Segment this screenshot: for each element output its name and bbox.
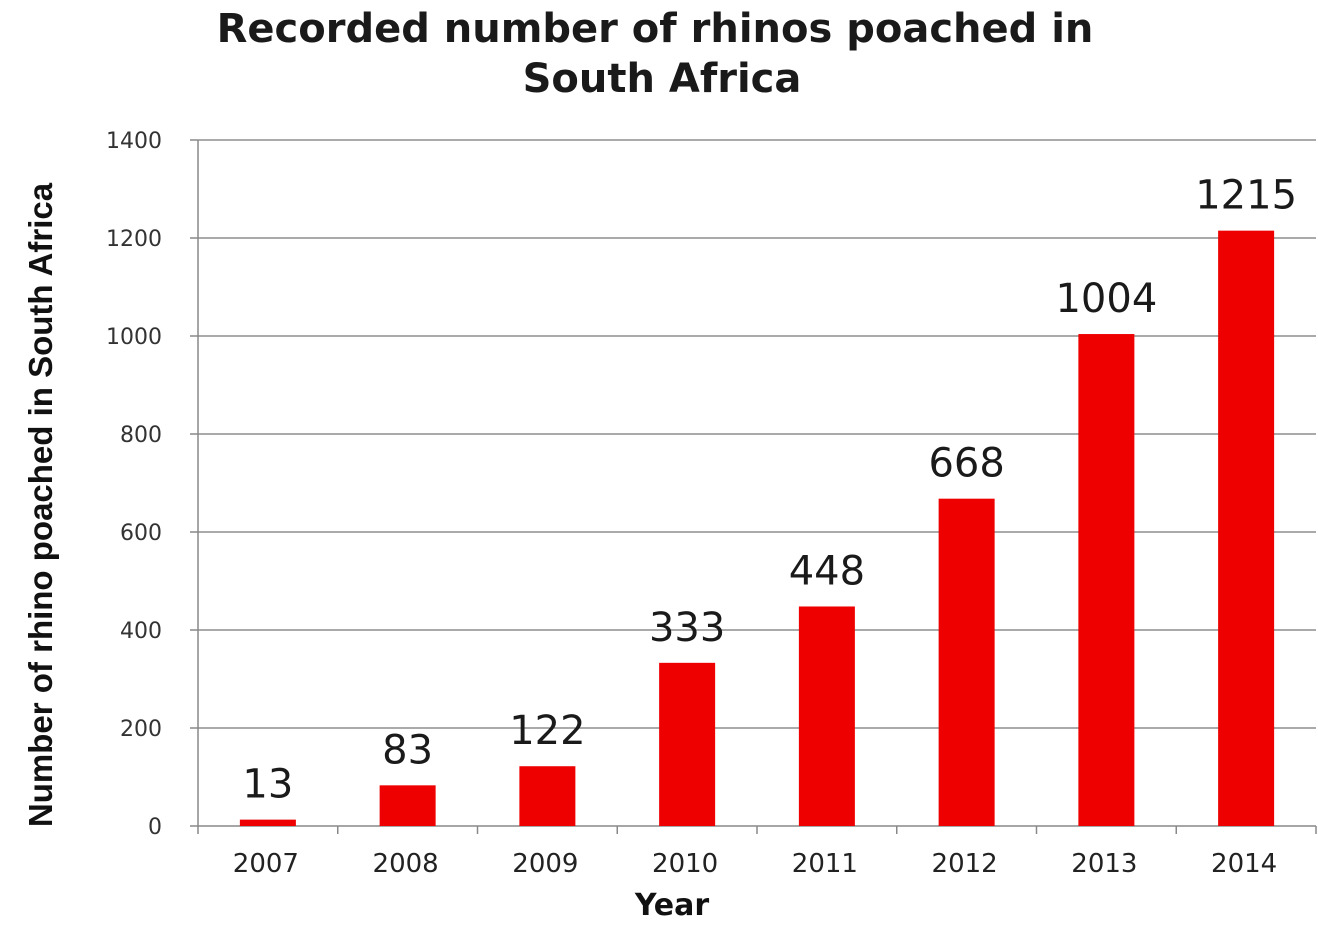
y-tick-label: 0 <box>148 815 162 840</box>
x-tick-label-2011: 2011 <box>792 849 858 879</box>
y-tick-label: 400 <box>120 619 162 644</box>
x-tick-label-2014: 2014 <box>1211 849 1277 879</box>
data-label-2007: 13 <box>242 762 293 808</box>
x-tick-label-2013: 2013 <box>1071 849 1137 879</box>
data-label-2014: 1215 <box>1195 173 1297 219</box>
gridlines <box>198 139 1316 729</box>
y-tick-label: 1400 <box>106 129 162 154</box>
bar-2011 <box>798 606 855 826</box>
data-labels: 13 83 122 333 448 668 1004 1215 <box>242 173 1297 808</box>
x-tick-label-2007: 2007 <box>233 849 299 879</box>
bar-2007 <box>239 819 296 826</box>
y-tick-label: 200 <box>120 717 162 742</box>
y-tick-label: 1000 <box>106 325 162 350</box>
y-tick-label: 800 <box>120 423 162 448</box>
axes <box>197 140 1316 827</box>
y-axis-label: Number of rhino poached in South Africa <box>22 182 59 827</box>
x-axis-tick-labels: 2007 2008 2009 2010 2011 2012 2013 2014 <box>197 826 1317 879</box>
data-label-2009: 122 <box>509 708 585 754</box>
y-tick-label: 1200 <box>106 227 162 252</box>
bar-2010 <box>659 662 716 826</box>
x-tick-label-2010: 2010 <box>652 849 718 879</box>
data-label-2008: 83 <box>382 727 433 773</box>
bar-2012 <box>938 498 995 826</box>
y-axis-tick-labels: 0 200 400 600 800 1000 1200 1400 <box>106 129 198 840</box>
y-tick-label: 600 <box>120 521 162 546</box>
chart-title-line-1: Recorded number of rhinos poached in <box>217 6 1094 52</box>
chart-title-line-2: South Africa <box>523 56 802 102</box>
bar-2008 <box>379 785 436 826</box>
bars <box>239 230 1275 826</box>
data-label-2012: 668 <box>928 441 1004 487</box>
x-tick-label-2012: 2012 <box>932 849 998 879</box>
data-label-2011: 448 <box>789 548 865 594</box>
x-axis-label: Year <box>634 888 710 922</box>
x-tick-label-2008: 2008 <box>373 849 439 879</box>
data-label-2013: 1004 <box>1055 276 1157 322</box>
x-tick-label-2009: 2009 <box>512 849 578 879</box>
bar-2014 <box>1218 230 1275 826</box>
bar-2013 <box>1078 334 1135 826</box>
bar-2009 <box>519 766 576 826</box>
data-label-2010: 333 <box>649 605 725 651</box>
